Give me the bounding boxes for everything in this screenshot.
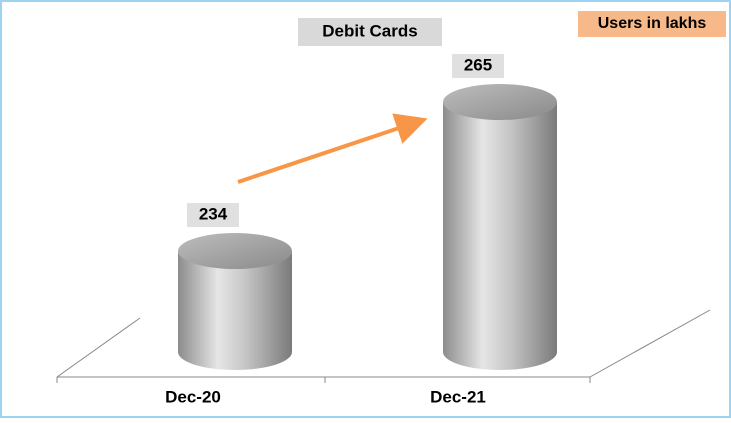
cylinder-top <box>443 84 557 121</box>
cylinder-top <box>178 233 292 270</box>
value-label-box <box>452 54 504 79</box>
chart-title: Debit Cards <box>322 21 417 40</box>
floor-right <box>589 309 711 378</box>
x-tick-label: Dec-21 <box>430 387 486 406</box>
cylinder <box>443 102 557 370</box>
x-tick-label: Dec-20 <box>165 387 221 406</box>
floor-left <box>56 317 141 378</box>
value-label: 234 <box>199 205 228 224</box>
annotation: Users in lakhs <box>598 15 707 32</box>
trend-arrow <box>237 113 428 184</box>
floor <box>56 309 711 383</box>
value-label-box <box>187 203 239 228</box>
annotation-box <box>578 11 726 37</box>
cylinder <box>178 251 292 370</box>
value-label: 265 <box>464 56 492 75</box>
title-box <box>298 18 442 46</box>
